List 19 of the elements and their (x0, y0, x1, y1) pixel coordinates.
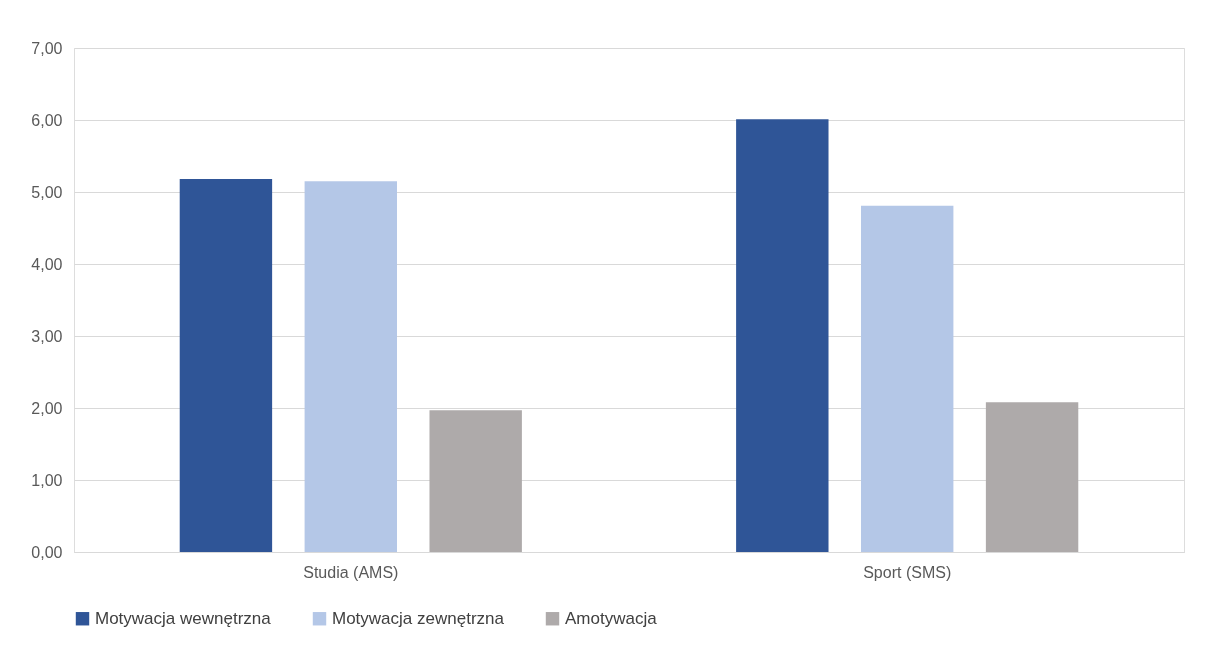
y-tick-label: 6,00 (31, 111, 63, 129)
y-tick-label: 7,00 (31, 39, 63, 57)
bar (985, 402, 1079, 552)
bar (736, 119, 829, 552)
legend-label: Amotywacja (565, 608, 658, 628)
legend-label: Motywacja wewnętrzna (95, 608, 272, 628)
x-tick-label: Sport (SMS) (863, 563, 952, 581)
y-tick-label: 3,00 (31, 327, 63, 345)
y-tick-label: 5,00 (31, 183, 63, 201)
y-tick-label: 0,00 (31, 543, 63, 561)
bar (179, 179, 273, 552)
y-tick-label: 1,00 (31, 471, 63, 489)
bar (429, 410, 522, 552)
x-tick-label: Studia (AMS) (303, 563, 399, 581)
y-tick-label: 4,00 (31, 255, 63, 273)
bar (860, 205, 954, 552)
y-tick-label: 2,00 (31, 399, 63, 417)
bar (304, 181, 398, 552)
legend-label: Motywacja zewnętrzna (332, 608, 505, 628)
